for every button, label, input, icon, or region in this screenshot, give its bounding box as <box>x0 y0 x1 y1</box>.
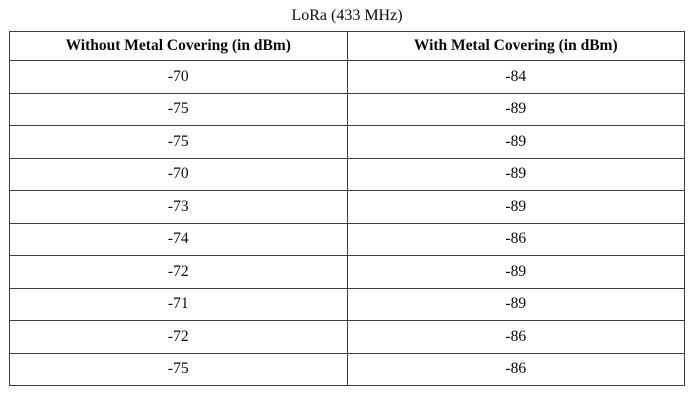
table-cell: -86 <box>346 320 685 354</box>
table-title: LoRa (433 MHz) <box>291 7 403 24</box>
measurement-table: Without Metal Covering (in dBm) With Met… <box>9 31 685 386</box>
table-cell: -72 <box>9 320 348 354</box>
column-header-without-metal: Without Metal Covering (in dBm) <box>9 31 348 61</box>
table-cell: -71 <box>9 287 348 321</box>
table-cell: -73 <box>9 190 348 224</box>
table-row: -72 -86 <box>9 320 685 354</box>
table-cell: -72 <box>9 255 348 289</box>
table-row: -70 -84 <box>9 60 685 94</box>
table-row: -75 -86 <box>9 352 685 386</box>
table-cell: -89 <box>346 125 685 159</box>
header-row: Without Metal Covering (in dBm) With Met… <box>9 31 685 61</box>
table-cell: -75 <box>9 125 348 159</box>
table-cell: -86 <box>346 352 685 386</box>
table-cell: -75 <box>9 352 348 386</box>
table-row: -74 -86 <box>9 222 685 256</box>
table-cell: -89 <box>346 190 685 224</box>
table-cell: -89 <box>346 255 685 289</box>
table-row: -72 -89 <box>9 255 685 289</box>
table-row: -75 -89 <box>9 92 685 126</box>
table-row: -75 -89 <box>9 125 685 159</box>
column-header-with-metal: With Metal Covering (in dBm) <box>346 31 685 61</box>
table-cell: -75 <box>9 92 348 126</box>
table-cell: -70 <box>9 60 348 94</box>
table-cell: -74 <box>9 222 348 256</box>
table-row: -71 -89 <box>9 287 685 321</box>
table-body: -70 -84 -75 -89 -75 -89 -70 -89 -73 -89 -74 -86 -72-… <box>9 60 685 386</box>
table-cell: -89 <box>346 157 685 191</box>
table-cell: -86 <box>346 222 685 256</box>
table-row: -73 -89 <box>9 190 685 224</box>
table-cell: -84 <box>346 60 685 94</box>
table-cell: -89 <box>346 287 685 321</box>
table-cell: -70 <box>9 157 348 191</box>
table-cell: -89 <box>346 92 685 126</box>
table-row: -70 -89 <box>9 157 685 191</box>
